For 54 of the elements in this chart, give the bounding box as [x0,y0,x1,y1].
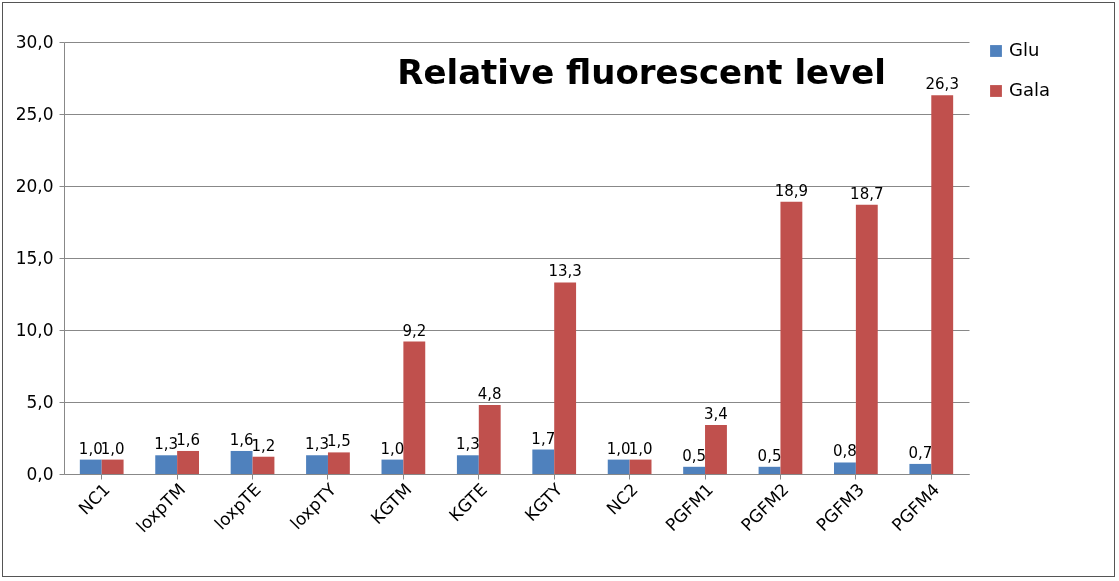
data-label: 0,8 [833,442,857,461]
y-tick-label: 30,0 [15,31,54,52]
bar [683,466,706,474]
y-tick-label: 15,0 [15,247,54,268]
bar [931,95,954,474]
data-label: 0,5 [682,446,707,465]
bar [177,450,199,474]
bar [834,462,856,474]
bar [403,341,426,474]
bar [155,455,178,474]
data-label: 0,7 [908,443,933,462]
chart-title: Relative fluorescent level [397,52,886,92]
data-label: 1,3 [305,435,329,454]
bar [909,463,932,474]
data-label: 1,3 [455,435,480,454]
y-tick-label: 5,0 [26,391,54,412]
data-label: 1,6 [229,430,254,449]
bar [79,459,102,474]
data-label: 1,3 [154,435,179,454]
bar [758,466,781,474]
bar [855,204,878,474]
bar [101,459,124,474]
bar [306,455,328,474]
bar [554,282,577,474]
data-label: 1,0 [78,439,103,458]
bar [252,456,275,474]
bar [327,452,350,474]
bar [381,459,404,474]
y-tick-label: 25,0 [15,103,54,124]
y-tick-label: 20,0 [15,175,54,196]
y-tick-label: 10,0 [15,319,54,340]
data-label: 1,0 [606,439,631,458]
bar [629,459,652,474]
bar [705,425,727,474]
legend-label: Glu [1009,39,1040,60]
bar [230,450,253,474]
data-label: 1,7 [531,429,556,448]
data-label: 13,3 [548,262,582,281]
data-label: 4,8 [477,384,502,403]
bar [456,455,479,474]
data-label: 9,2 [402,321,427,340]
bar [532,449,555,474]
data-label: 1,0 [380,439,405,458]
bar [607,459,630,474]
data-label: 3,4 [704,405,728,424]
y-tick-label: 0,0 [26,463,54,484]
bar [780,201,803,474]
legend-label: Gala [1009,79,1051,100]
data-label: 0,5 [757,446,782,465]
data-label: 26,3 [925,75,959,94]
data-label: 18,7 [850,184,884,203]
data-label: 18,9 [774,181,809,200]
data-label: 1,6 [176,430,200,449]
bar [478,404,501,474]
